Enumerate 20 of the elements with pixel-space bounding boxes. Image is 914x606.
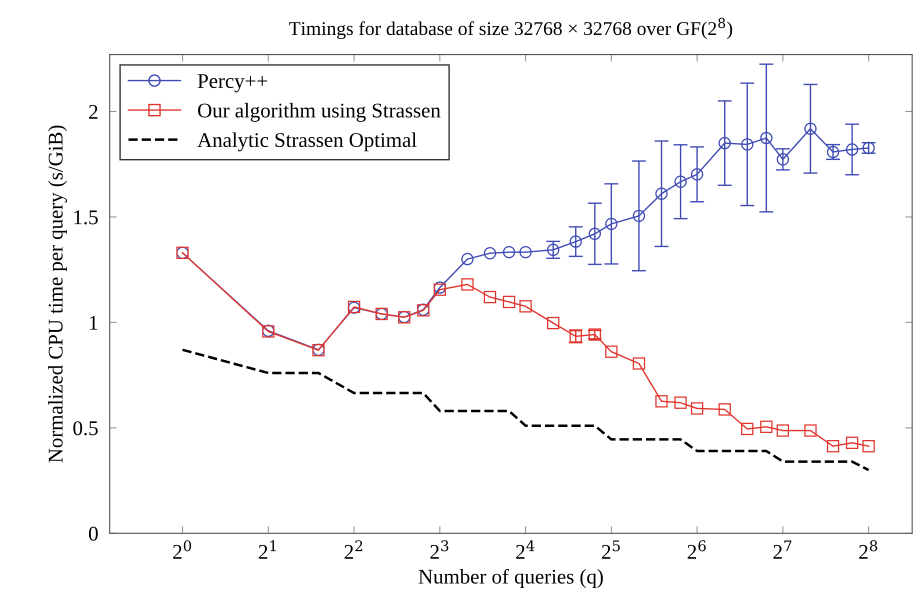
y-tick-label: 2 bbox=[89, 104, 98, 119]
chart-title: Timings for database of size 32768 × 32768 over GF(2$^{8}$) bbox=[289, 18, 732, 40]
x-tick-label: 2$^{7}$ bbox=[773, 540, 792, 559]
x-axis-title: Number of queries (q) bbox=[418, 568, 603, 588]
x-tick-label: 2$^{8}$ bbox=[859, 540, 878, 559]
x-tick-label: 2$^{1}$ bbox=[258, 540, 276, 559]
y-tick-label: 0 bbox=[88, 526, 98, 541]
legend-label: Analytic Strassen Optimal bbox=[197, 132, 417, 152]
x-tick-label: 2$^{2}$ bbox=[344, 540, 362, 559]
x-tick-label: 2$^{3}$ bbox=[430, 540, 448, 559]
x-tick-label: 2$^{0}$ bbox=[173, 540, 192, 559]
x-tick-label: 2$^{4}$ bbox=[516, 540, 534, 559]
y-tick-label: 1 bbox=[90, 316, 98, 330]
x-tick-label: 2$^{6}$ bbox=[688, 540, 706, 559]
legend-label: Percy++ bbox=[198, 74, 268, 92]
x-tick-label: 2$^{5}$ bbox=[602, 540, 620, 559]
y-tick-label: 1.5 bbox=[74, 210, 98, 224]
y-tick-label: 0.5 bbox=[73, 421, 98, 436]
y-axis-title: Normalized CPU time per query (s/GiB) bbox=[48, 126, 67, 463]
legend-label: Our algorithm using Strassen bbox=[198, 102, 440, 122]
